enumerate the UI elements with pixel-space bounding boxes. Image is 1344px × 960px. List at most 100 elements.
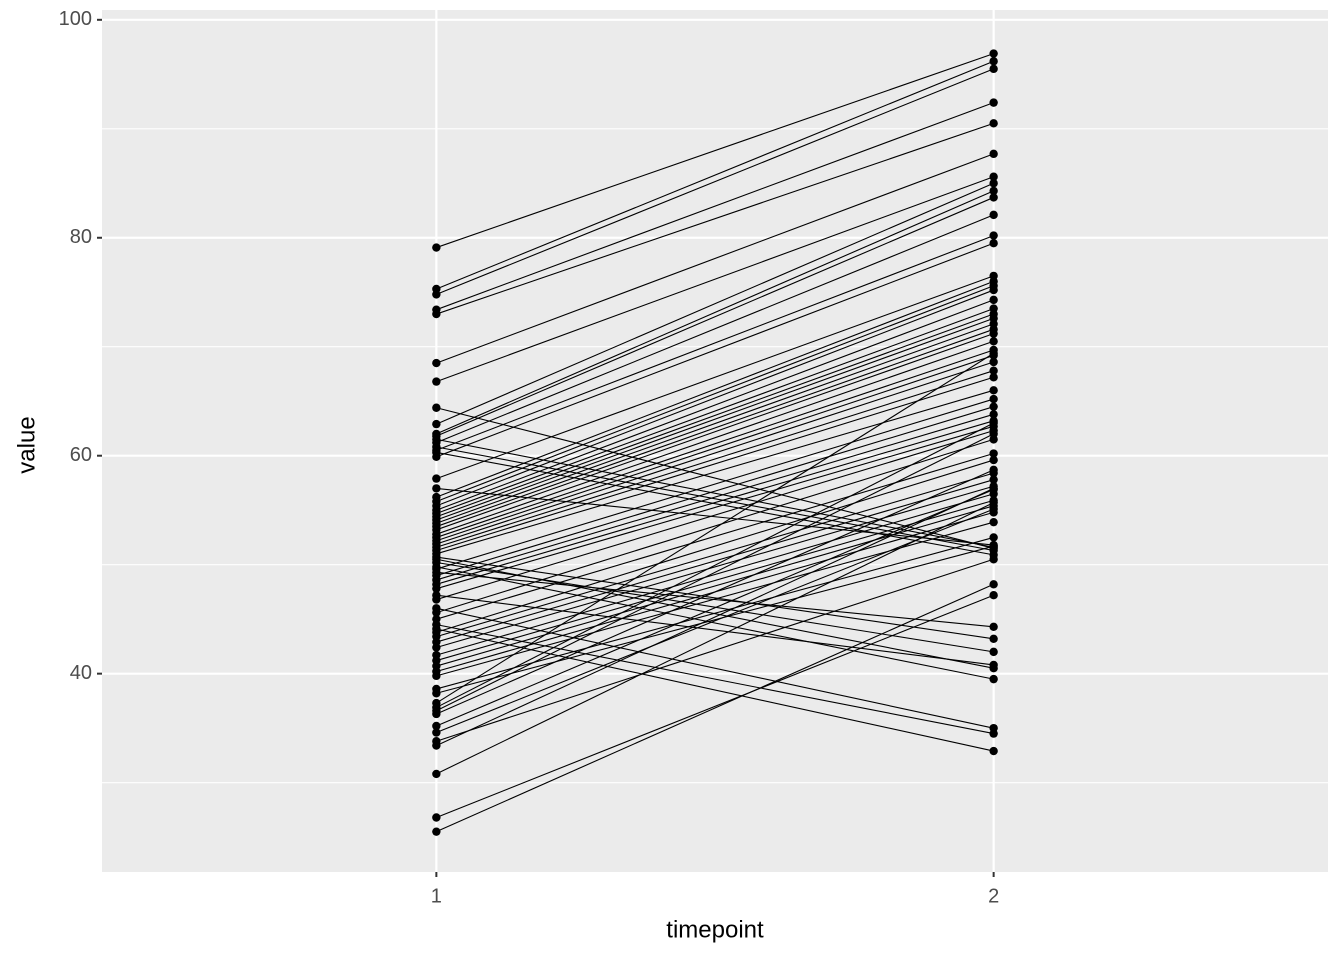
series-line [436,438,994,614]
point [989,555,998,564]
point [432,721,441,731]
point [989,475,998,484]
point [989,295,998,305]
point [989,729,998,738]
point [432,309,441,319]
axes: 40 60 80 100 1 2 [59,8,1000,907]
y-tick-label: 100 [59,8,92,30]
series-line [436,275,994,480]
point [432,741,441,750]
series-line [436,583,994,833]
marks [432,49,998,836]
series-line [436,406,994,577]
series-line [436,502,994,775]
point [989,149,998,159]
point [432,595,441,604]
series-line [436,354,994,542]
point [989,329,998,338]
point [432,243,441,252]
series-line [436,176,994,383]
x-axis-title: timepoint [666,916,764,943]
point [989,349,998,358]
series-line [436,398,994,570]
series-line [436,536,994,690]
point [432,377,441,386]
point [989,98,998,107]
point [989,634,998,643]
series-line [436,594,994,666]
series-line [436,508,994,734]
point [989,186,998,196]
series-line [436,214,994,444]
point [989,285,998,295]
series-line [436,376,994,552]
point [989,504,998,514]
series-line [436,389,994,555]
point [432,358,441,368]
series-line [436,308,994,514]
point [989,591,998,600]
point [432,709,441,719]
series-line [436,289,994,507]
series-line [436,299,994,511]
y-axis-title: value [13,416,40,473]
y-tick-label: 80 [70,226,92,248]
series-line [436,453,994,620]
point [432,689,441,698]
series-line [436,60,994,290]
point [989,541,998,551]
series-line [436,68,994,295]
series-line [436,422,994,708]
point [432,671,441,681]
series-line [436,280,994,498]
point [989,179,998,188]
x-tick-label: 2 [988,885,999,907]
series-line [436,352,994,704]
point [989,119,998,128]
point [432,813,441,822]
series-line [436,235,994,451]
point [989,193,998,202]
series-line [436,370,994,548]
point [989,517,998,527]
series-line [436,361,994,545]
point [989,337,998,346]
point [989,622,998,632]
series-line [436,53,994,249]
point [989,674,998,684]
series-line [436,313,994,518]
series-line [436,469,994,715]
point [989,64,998,74]
series-line [436,340,994,535]
point [432,290,441,299]
series-line [436,333,994,531]
series-line [436,488,994,727]
point [989,57,998,66]
point [989,410,998,419]
series-line [436,190,994,435]
series-line [436,628,994,752]
series-line [436,153,994,364]
point [989,465,998,475]
point [989,484,998,493]
series-line [436,545,994,694]
point [432,484,441,493]
point [989,394,998,404]
series-line [436,122,994,315]
series-line [436,459,994,633]
series-line [436,479,994,643]
point [989,49,998,58]
point [432,728,441,737]
point [989,366,998,375]
point [989,210,998,220]
point [432,403,441,412]
point [432,769,441,779]
point [432,452,441,462]
series-line [436,493,994,656]
point [989,498,998,507]
point [989,357,998,367]
point [432,608,441,617]
point [989,647,998,657]
point [989,533,998,542]
